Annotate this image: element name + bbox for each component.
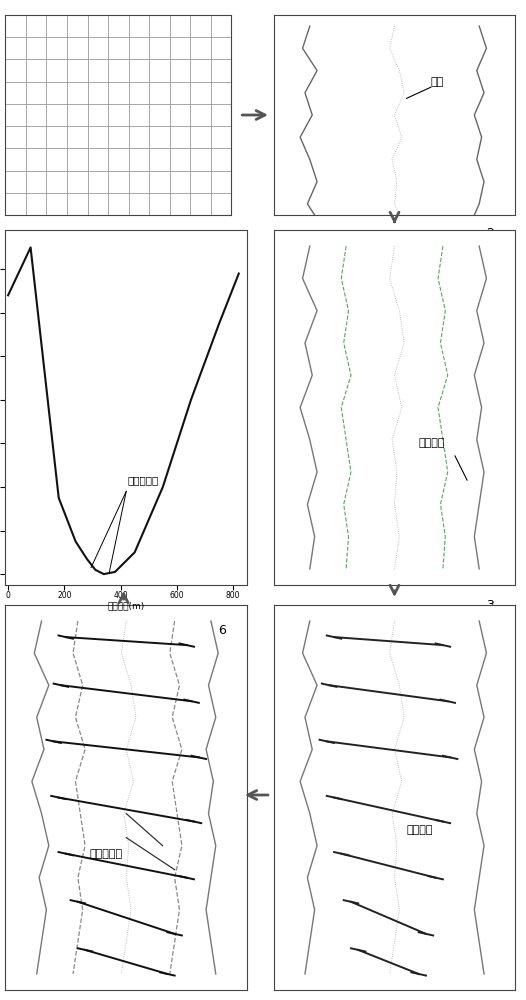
Text: 3: 3 <box>487 599 494 612</box>
Text: 1: 1 <box>204 241 212 254</box>
Text: 河网垂线: 河网垂线 <box>407 825 433 835</box>
Text: 6: 6 <box>218 624 226 637</box>
Text: 谷底轮廓线: 谷底轮廓线 <box>90 849 123 859</box>
Text: 2: 2 <box>487 227 494 240</box>
X-axis label: 水平距离(m): 水平距离(m) <box>108 602 145 611</box>
Text: 拟合直线: 拟合直线 <box>419 438 445 448</box>
Text: 河网: 河网 <box>431 77 444 87</box>
Text: 栅格 DEM 数据: 栅格 DEM 数据 <box>17 241 75 251</box>
Text: 谷底边界点: 谷底边界点 <box>128 475 159 485</box>
